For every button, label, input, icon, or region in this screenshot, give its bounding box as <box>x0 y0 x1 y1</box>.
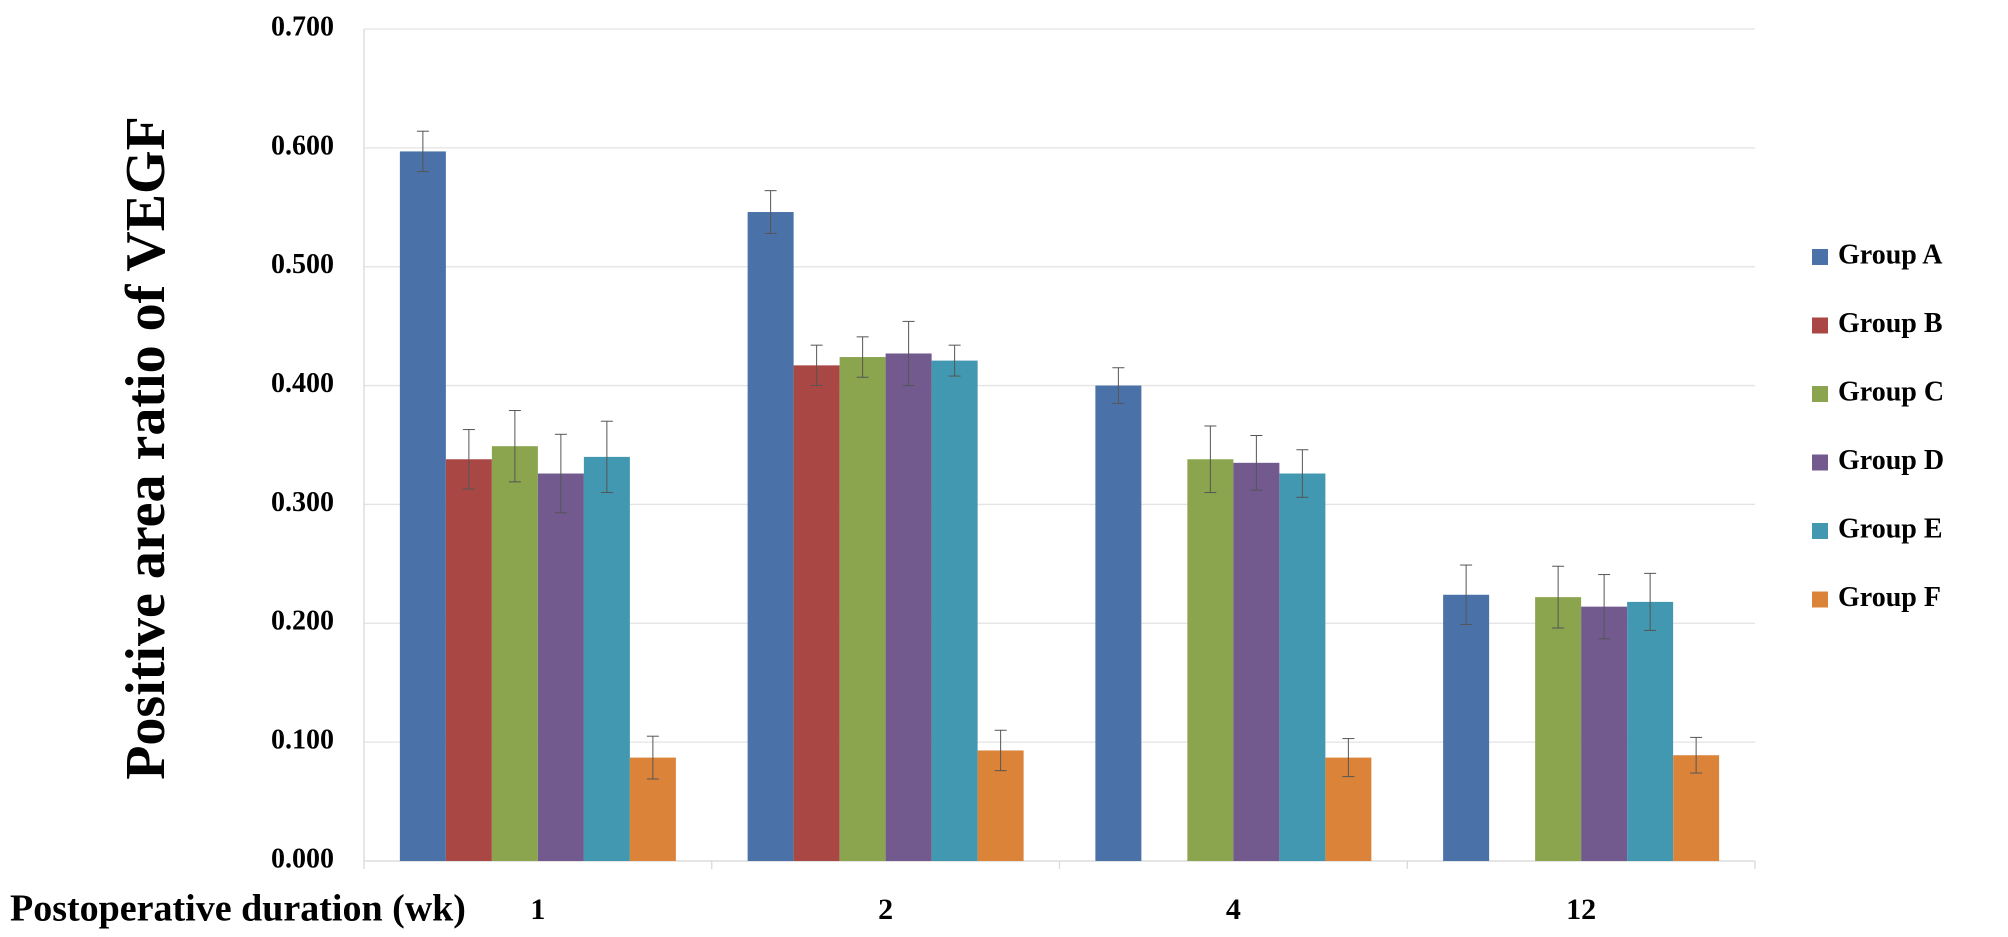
legend-label: Group A <box>1838 239 1943 270</box>
error-bar <box>1690 736 1703 774</box>
error-bar <box>856 336 869 378</box>
bar <box>839 357 886 861</box>
bar <box>1627 601 1674 861</box>
error-bar <box>1460 564 1473 625</box>
legend-swatch <box>1812 386 1828 402</box>
legend-label: Group D <box>1838 445 1944 476</box>
error-bar <box>1204 425 1217 494</box>
y-tick-label: 0.200 <box>271 606 334 637</box>
legend-swatch <box>1812 454 1828 471</box>
error-bar <box>1598 574 1611 640</box>
error-bar <box>600 420 613 494</box>
x-tick-label: 2 <box>878 893 893 926</box>
error-bar <box>1644 572 1657 631</box>
legend-swatch <box>1812 591 1828 608</box>
y-axis-title: Positive area ratio of VEGF <box>115 116 177 780</box>
bar <box>793 365 840 861</box>
error-bar <box>1250 434 1263 491</box>
legend-swatch <box>1812 523 1828 539</box>
error-bar <box>1342 738 1355 778</box>
bar <box>885 353 932 861</box>
y-tick-label: 0.500 <box>271 249 334 280</box>
error-bar <box>994 729 1007 772</box>
legend-label: Group B <box>1838 308 1943 339</box>
legend-label: Group E <box>1838 513 1943 544</box>
bar <box>1187 459 1234 861</box>
bar <box>445 459 492 861</box>
bar <box>747 212 794 862</box>
y-tick-label: 0.400 <box>271 368 334 399</box>
y-tick-label: 0.700 <box>271 11 334 42</box>
error-bar <box>508 410 521 483</box>
bar <box>399 151 446 861</box>
y-tick-label: 0.000 <box>271 843 334 874</box>
y-tick-label: 0.600 <box>271 130 334 161</box>
legend-swatch <box>1812 249 1828 265</box>
error-bar <box>646 735 659 780</box>
x-tick-label: 1 <box>530 893 545 926</box>
y-tick-label: 0.100 <box>271 725 334 756</box>
x-tick-label: 12 <box>1566 893 1596 926</box>
legend-label: Group F <box>1838 582 1941 613</box>
bar <box>1095 385 1142 861</box>
bar <box>1233 462 1280 861</box>
error-bar <box>1552 565 1565 629</box>
error-bar <box>1112 367 1125 404</box>
y-tick-label: 0.300 <box>271 487 334 518</box>
error-bar <box>902 320 915 387</box>
bar <box>583 456 630 861</box>
bar <box>537 473 584 861</box>
error-bar <box>810 344 823 387</box>
legend-swatch <box>1812 317 1828 334</box>
error-bar <box>554 433 567 514</box>
bar <box>491 446 538 861</box>
bar <box>1279 473 1326 861</box>
legend-label: Group C <box>1838 376 1944 407</box>
x-axis-title: Postoperative duration (wk) <box>10 888 466 930</box>
error-bar <box>416 130 429 173</box>
error-bar <box>462 429 475 490</box>
error-bar <box>764 190 777 234</box>
bar <box>1535 597 1582 861</box>
error-bar <box>948 344 961 377</box>
error-bar <box>1296 449 1309 498</box>
bar <box>1581 606 1628 861</box>
bar <box>1443 594 1490 861</box>
bar <box>931 360 978 861</box>
x-tick-label: 4 <box>1226 893 1241 926</box>
